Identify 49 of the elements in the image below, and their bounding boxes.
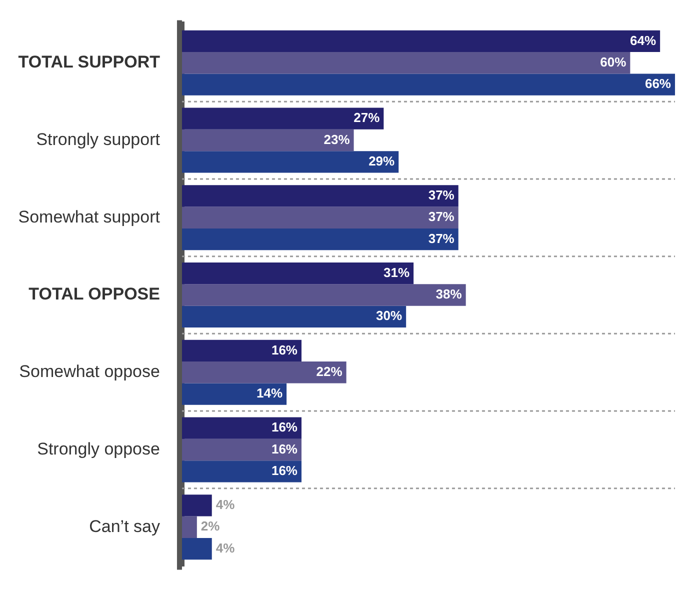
- bar: [182, 362, 346, 384]
- bar: [182, 417, 302, 439]
- data-label: 14%: [256, 386, 283, 401]
- bar: [182, 383, 287, 405]
- data-label: 27%: [354, 110, 380, 126]
- y-tick-label: Somewhat oppose: [19, 362, 160, 382]
- y-tick-label: Somewhat support: [18, 207, 160, 226]
- bar: [182, 74, 675, 96]
- data-label: 2%: [200, 518, 220, 534]
- bar: [182, 108, 384, 130]
- data-label: 60%: [600, 54, 627, 70]
- data-label: 22%: [316, 364, 343, 379]
- data-label: 37%: [428, 230, 455, 246]
- data-label: 66%: [644, 76, 672, 92]
- bar: [182, 460, 302, 482]
- y-tick-label: TOTAL SUPPORT: [18, 52, 161, 72]
- y-tick-label: Strongly oppose: [37, 439, 160, 458]
- data-label: 38%: [436, 286, 462, 302]
- data-label: 16%: [271, 342, 298, 358]
- bar: [182, 185, 458, 207]
- y-tick-label: TOTAL OPPOSE: [28, 284, 160, 304]
- data-label: 37%: [428, 188, 455, 203]
- bar: [182, 129, 354, 152]
- bar: [182, 340, 302, 362]
- bar: [182, 206, 458, 228]
- bar: [182, 30, 660, 52]
- data-label: 4%: [216, 497, 236, 512]
- bar: [182, 538, 212, 560]
- bar: [182, 262, 414, 284]
- data-label: 16%: [271, 441, 298, 456]
- data-label: 29%: [368, 154, 396, 168]
- data-label: 16%: [271, 420, 298, 435]
- y-tick-label: Strongly support: [36, 130, 160, 149]
- bar: [182, 438, 302, 461]
- bar: [182, 306, 406, 328]
- bar: [182, 228, 458, 250]
- bar: [182, 516, 197, 538]
- data-label: 31%: [384, 264, 410, 280]
- bar: [182, 52, 630, 74]
- bar: [182, 284, 466, 306]
- data-label: 4%: [216, 540, 236, 556]
- bar: [182, 151, 399, 173]
- data-label: 37%: [428, 209, 455, 224]
- data-label: 23%: [324, 132, 350, 147]
- bar: [182, 494, 212, 516]
- data-label: 30%: [376, 308, 403, 324]
- data-label: 16%: [271, 462, 298, 478]
- data-label: 64%: [630, 32, 656, 48]
- y-tick-label: Can’t say: [89, 516, 160, 536]
